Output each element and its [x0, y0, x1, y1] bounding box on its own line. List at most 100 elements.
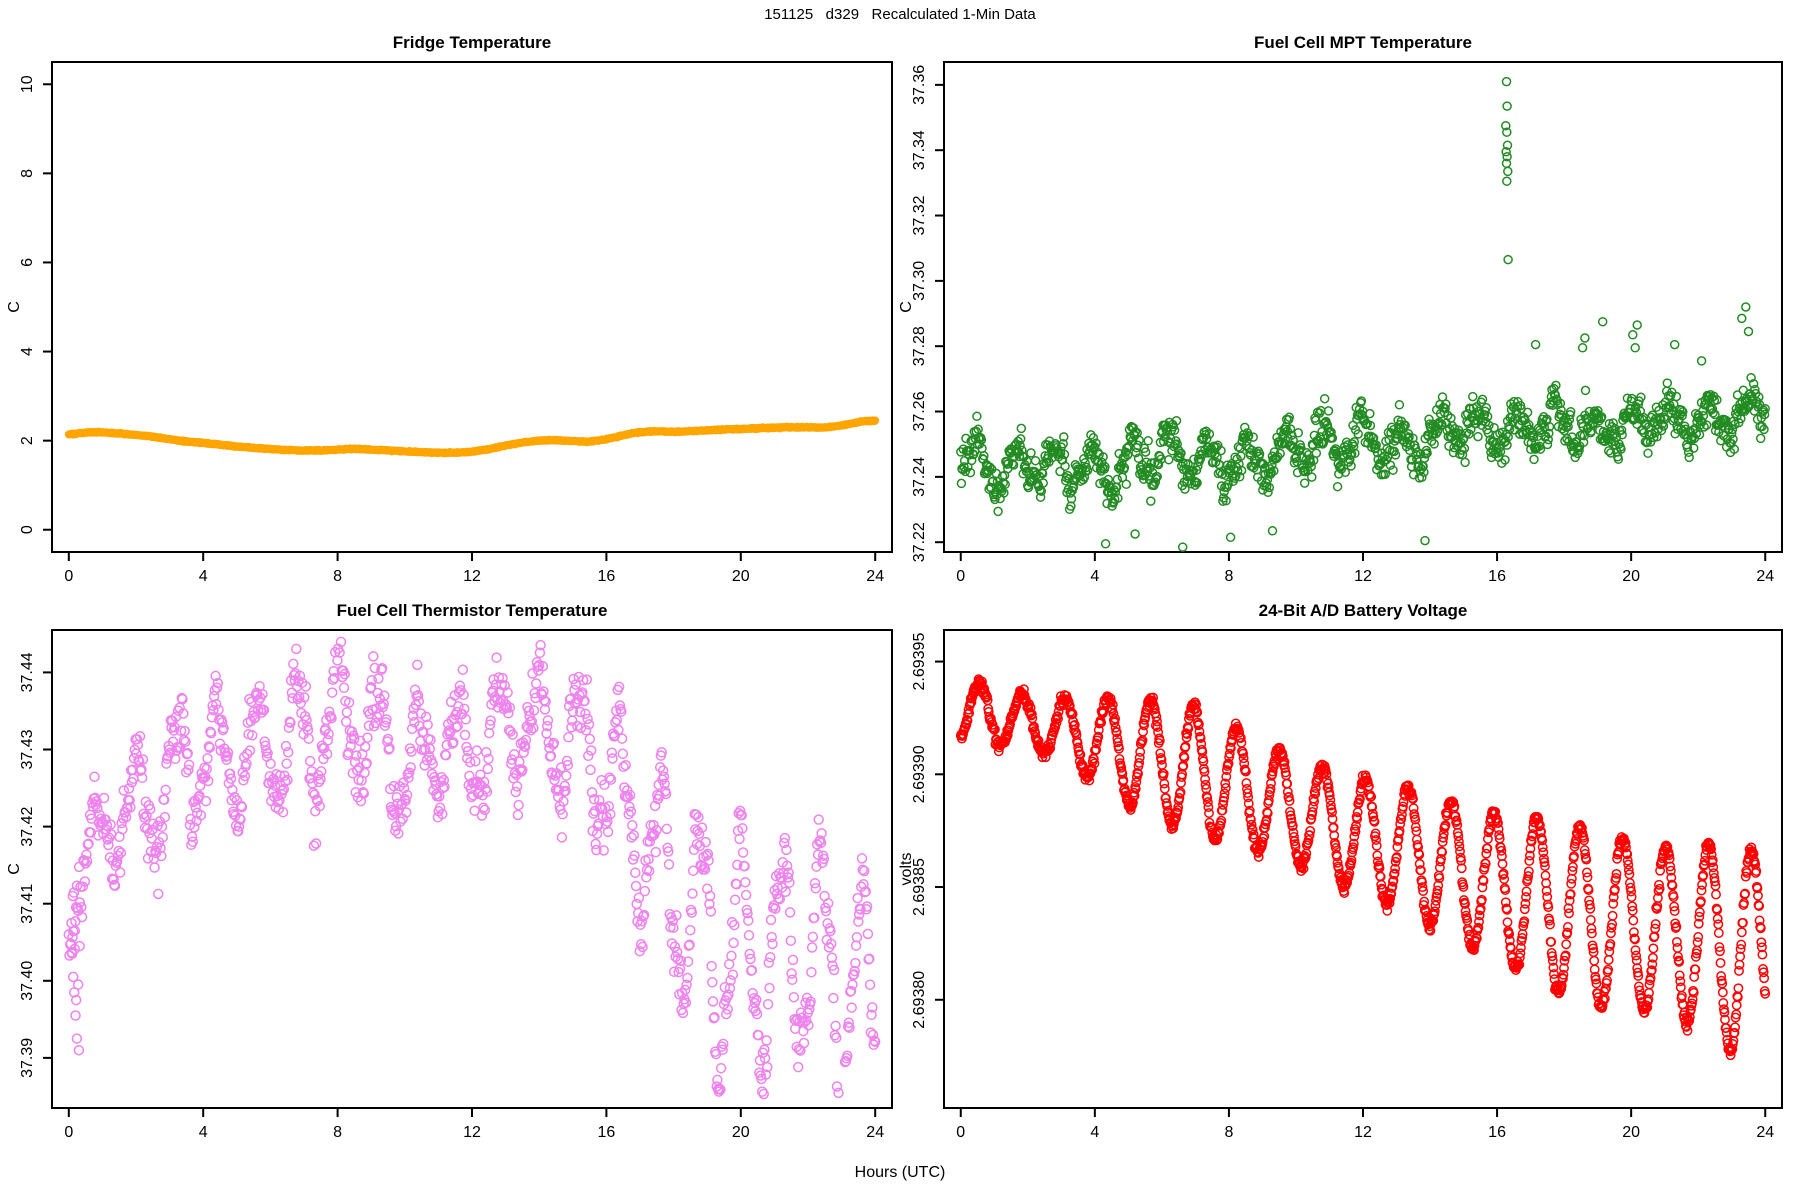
data-point [972, 411, 982, 422]
data-point [990, 494, 1000, 505]
data-point [582, 713, 593, 725]
x-tick-label: 4 [1090, 1124, 1099, 1141]
panel-title-mpt: Fuel Cell MPT Temperature [1254, 33, 1472, 52]
data-point [1533, 813, 1544, 824]
data-point [669, 941, 681, 952]
data-point [137, 754, 149, 765]
data-point [545, 750, 557, 762]
data-point [225, 773, 237, 784]
data-point [1235, 732, 1246, 743]
data-point [614, 700, 626, 711]
data-point [1542, 439, 1553, 450]
y-axis-label-fridge: C [6, 301, 23, 313]
x-tick-label: 20 [1622, 568, 1640, 585]
data-point [591, 828, 603, 839]
data-point [1748, 379, 1759, 389]
data-point [1713, 928, 1724, 938]
data-point [1577, 343, 1588, 353]
data-point [1668, 892, 1679, 902]
data-point [1758, 405, 1769, 415]
data-point [393, 828, 404, 839]
data-point [1200, 774, 1211, 785]
data-point [616, 706, 627, 717]
x-tick-label: 12 [1354, 568, 1372, 585]
data-point [235, 814, 246, 825]
data-point [420, 711, 432, 723]
data-point [1224, 748, 1235, 759]
data-point [1197, 746, 1208, 757]
data-point [92, 802, 103, 814]
data-point [780, 886, 791, 898]
data-point [491, 652, 502, 663]
data-point [1630, 934, 1640, 945]
data-point [822, 898, 834, 909]
data-point [156, 850, 167, 862]
data-point [280, 776, 291, 787]
data-point [1671, 936, 1682, 947]
data-point [853, 916, 864, 927]
data-point [595, 802, 607, 813]
data-point [737, 847, 749, 858]
data-point [1656, 425, 1667, 436]
data-point [1759, 424, 1769, 435]
data-point [1502, 101, 1512, 111]
data-point [1555, 985, 1566, 996]
panel-title-voltage: 24-Bit A/D Battery Voltage [1258, 601, 1468, 620]
data-point [1015, 440, 1025, 451]
data-point [1579, 835, 1590, 846]
data-point [1650, 919, 1661, 930]
data-point [1675, 976, 1686, 987]
data-point [701, 883, 713, 895]
data-point [584, 733, 596, 745]
data-point [1387, 881, 1398, 892]
data-point [400, 795, 411, 807]
data-point [1073, 742, 1084, 753]
data-point [280, 740, 292, 752]
data-point [1365, 408, 1375, 419]
data-point [532, 661, 543, 672]
data-point [1596, 412, 1607, 422]
data-point [1059, 432, 1069, 442]
data-point [291, 643, 302, 655]
data-point [583, 719, 595, 730]
data-point [1484, 420, 1494, 431]
data-point [613, 724, 624, 736]
data-point [641, 872, 652, 883]
data-point [1372, 850, 1383, 861]
data-point [702, 848, 714, 860]
data-point [633, 892, 645, 904]
data-point [1388, 875, 1399, 886]
data-point [690, 809, 702, 820]
data-point [1493, 818, 1503, 828]
data-point [1633, 970, 1644, 981]
data-point [1155, 748, 1166, 759]
data-point [277, 785, 288, 796]
data-point [528, 705, 540, 716]
data-point [778, 837, 790, 849]
data-point [412, 659, 423, 671]
data-point [574, 706, 586, 718]
data-point [1264, 482, 1275, 493]
data-point [1682, 442, 1693, 453]
data-point [1183, 723, 1194, 734]
data-point [454, 680, 466, 692]
data-point [845, 985, 857, 997]
data-point [1114, 743, 1124, 754]
data-point [260, 745, 272, 757]
data-point [1664, 850, 1675, 861]
data-point [803, 1004, 815, 1015]
data-point [744, 948, 755, 960]
data-point [1687, 998, 1697, 1009]
data-point [649, 800, 661, 812]
data-point [1701, 420, 1712, 430]
data-point [1620, 837, 1631, 848]
data-point [599, 779, 610, 791]
data-point [627, 820, 638, 831]
data-point [426, 768, 438, 780]
data-point [638, 909, 650, 921]
data-point [1173, 802, 1184, 813]
data-point [1746, 372, 1756, 383]
data-point [1512, 961, 1522, 972]
data-point [1758, 967, 1769, 978]
x-tick-label: 16 [598, 1124, 616, 1141]
